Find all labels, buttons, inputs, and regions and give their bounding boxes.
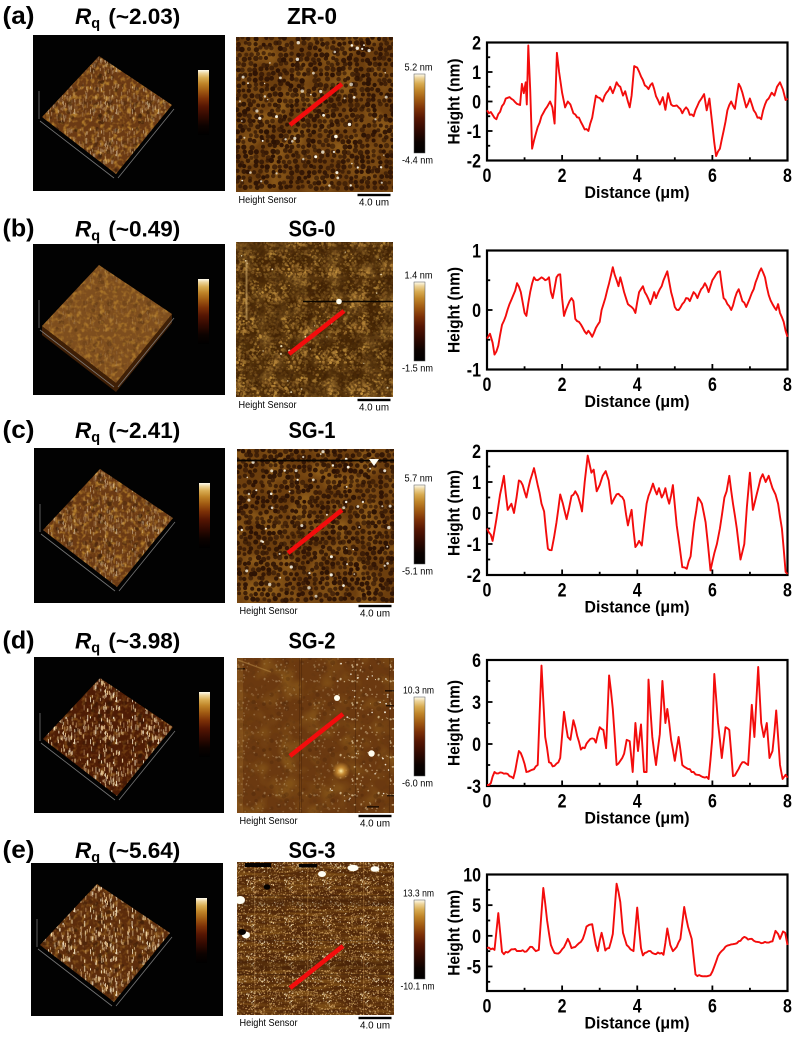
- svg-text:0: 0: [483, 374, 492, 396]
- svg-text:8: 8: [783, 996, 792, 1018]
- svg-text:0: 0: [483, 580, 492, 602]
- svg-text:-2: -2: [467, 151, 481, 173]
- svg-text:-3: -3: [467, 776, 481, 798]
- svg-text:0: 0: [472, 503, 481, 525]
- svg-text:2: 2: [558, 996, 567, 1018]
- svg-text:0: 0: [472, 92, 481, 114]
- svg-text:4: 4: [633, 165, 642, 187]
- svg-text:-1.5 nm: -1.5 nm: [402, 363, 433, 375]
- svg-text:-1: -1: [467, 121, 481, 143]
- svg-text:1: 1: [472, 472, 481, 494]
- svg-text:-4.4 nm: -4.4 nm: [402, 155, 433, 167]
- svg-text:Height (nm): Height (nm): [445, 470, 464, 556]
- svg-text:4: 4: [633, 791, 642, 813]
- svg-text:Distance (μm): Distance (μm): [585, 598, 690, 617]
- svg-text:(c): (c): [3, 416, 35, 444]
- svg-text:Height Sensor: Height Sensor: [240, 606, 299, 617]
- svg-text:4.0 um: 4.0 um: [359, 197, 389, 209]
- svg-text:0: 0: [472, 734, 481, 756]
- svg-text:-6.0 nm: -6.0 nm: [402, 778, 433, 790]
- svg-text:Distance (μm): Distance (μm): [585, 183, 690, 202]
- svg-text:8: 8: [783, 374, 792, 396]
- svg-text:Rq (~5.64): Rq (~5.64): [75, 838, 180, 866]
- svg-text:4: 4: [633, 996, 642, 1018]
- svg-text:SG-3: SG-3: [289, 837, 336, 863]
- svg-text:(e): (e): [3, 836, 35, 864]
- svg-text:Distance (μm): Distance (μm): [585, 809, 690, 828]
- svg-text:4: 4: [633, 374, 642, 396]
- svg-text:SG-0: SG-0: [289, 216, 336, 242]
- svg-text:SG-2: SG-2: [289, 628, 336, 654]
- svg-text:-2: -2: [467, 565, 481, 587]
- svg-text:Height Sensor: Height Sensor: [239, 400, 298, 411]
- svg-text:4.0 um: 4.0 um: [360, 818, 390, 830]
- svg-text:8: 8: [783, 580, 792, 602]
- svg-text:Rq (~2.03): Rq (~2.03): [75, 4, 180, 32]
- svg-text:6: 6: [708, 374, 717, 396]
- svg-text:Height (nm): Height (nm): [445, 890, 464, 976]
- svg-text:0: 0: [472, 926, 481, 948]
- svg-text:3: 3: [472, 692, 481, 714]
- svg-text:(b): (b): [3, 215, 35, 243]
- svg-text:4.0 um: 4.0 um: [360, 1020, 390, 1032]
- svg-text:2: 2: [558, 580, 567, 602]
- svg-text:Rq (~3.98): Rq (~3.98): [75, 629, 180, 657]
- svg-text:(a): (a): [3, 2, 35, 30]
- svg-text:Height Sensor: Height Sensor: [239, 195, 298, 206]
- svg-text:6: 6: [708, 791, 717, 813]
- svg-text:6: 6: [708, 580, 717, 602]
- svg-text:1: 1: [472, 241, 481, 263]
- svg-text:4: 4: [633, 580, 642, 602]
- svg-text:2: 2: [558, 165, 567, 187]
- svg-text:10.3 nm: 10.3 nm: [403, 685, 434, 697]
- svg-text:Height (nm): Height (nm): [445, 267, 464, 353]
- svg-text:5.7 nm: 5.7 nm: [405, 473, 433, 485]
- svg-text:Height (nm): Height (nm): [445, 59, 464, 145]
- svg-text:SG-1: SG-1: [289, 417, 336, 443]
- svg-text:8: 8: [783, 165, 792, 187]
- svg-text:Distance (μm): Distance (μm): [585, 392, 690, 411]
- svg-text:6: 6: [472, 650, 481, 672]
- svg-text:-10.1 nm: -10.1 nm: [401, 981, 435, 993]
- svg-text:0: 0: [472, 300, 481, 322]
- svg-text:2: 2: [472, 441, 481, 463]
- svg-text:13.3 nm: 13.3 nm: [403, 888, 434, 900]
- svg-text:0: 0: [483, 165, 492, 187]
- svg-text:ZR-0: ZR-0: [287, 3, 337, 29]
- svg-text:Rq (~2.41): Rq (~2.41): [75, 418, 180, 446]
- svg-text:Height (nm): Height (nm): [445, 680, 464, 766]
- svg-text:0: 0: [483, 996, 492, 1018]
- svg-text:-1: -1: [467, 360, 481, 382]
- svg-text:2: 2: [558, 374, 567, 396]
- svg-text:1.4 nm: 1.4 nm: [405, 270, 433, 282]
- svg-text:-5: -5: [467, 957, 481, 979]
- svg-text:-5.1 nm: -5.1 nm: [402, 566, 433, 578]
- svg-text:5: 5: [472, 895, 481, 917]
- svg-text:6: 6: [708, 165, 717, 187]
- svg-text:Rq (~0.49): Rq (~0.49): [75, 217, 180, 245]
- svg-text:5.2 nm: 5.2 nm: [405, 62, 433, 74]
- svg-text:2: 2: [472, 33, 481, 55]
- svg-text:4.0 um: 4.0 um: [359, 402, 389, 414]
- svg-text:Distance (μm): Distance (μm): [585, 1014, 690, 1033]
- svg-text:10: 10: [463, 865, 481, 887]
- svg-text:8: 8: [783, 791, 792, 813]
- svg-text:Height Sensor: Height Sensor: [240, 816, 299, 827]
- svg-text:6: 6: [708, 996, 717, 1018]
- svg-text:4.0 um: 4.0 um: [360, 608, 390, 620]
- svg-text:-1: -1: [467, 534, 481, 556]
- svg-text:Height Sensor: Height Sensor: [240, 1018, 299, 1029]
- svg-text:2: 2: [558, 791, 567, 813]
- svg-text:(d): (d): [3, 627, 35, 655]
- svg-text:0: 0: [483, 791, 492, 813]
- svg-text:1: 1: [472, 62, 481, 84]
